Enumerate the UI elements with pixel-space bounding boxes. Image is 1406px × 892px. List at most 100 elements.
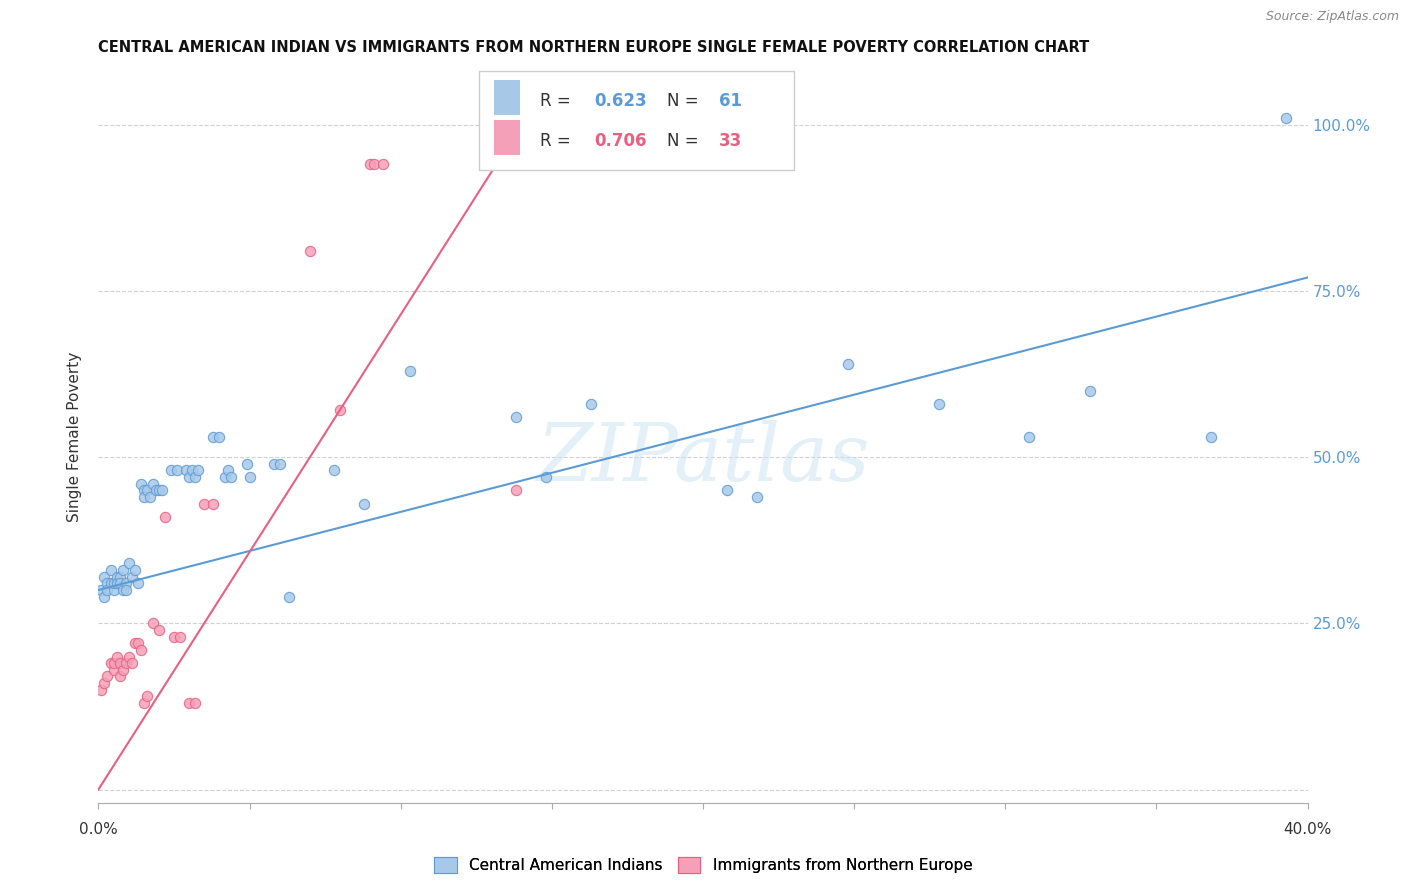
Point bbox=[135, 690, 157, 704]
Point bbox=[163, 630, 186, 644]
Point bbox=[329, 403, 352, 417]
Point bbox=[103, 582, 125, 597]
Point bbox=[202, 430, 225, 444]
Point bbox=[105, 649, 128, 664]
Point bbox=[100, 563, 122, 577]
Point bbox=[747, 490, 769, 504]
Point bbox=[214, 470, 236, 484]
Point bbox=[132, 696, 155, 710]
Text: CENTRAL AMERICAN INDIAN VS IMMIGRANTS FROM NORTHERN EUROPE SINGLE FEMALE POVERTY: CENTRAL AMERICAN INDIAN VS IMMIGRANTS FR… bbox=[98, 40, 1090, 55]
Point bbox=[121, 656, 143, 670]
Point bbox=[153, 509, 176, 524]
Point bbox=[181, 463, 204, 477]
Text: ZIPatlas: ZIPatlas bbox=[536, 420, 870, 498]
FancyBboxPatch shape bbox=[479, 71, 793, 170]
Point bbox=[105, 570, 128, 584]
Point bbox=[96, 669, 118, 683]
Point bbox=[505, 483, 527, 498]
Point bbox=[160, 463, 183, 477]
Text: 61: 61 bbox=[718, 92, 742, 110]
Point bbox=[100, 656, 122, 670]
Text: R =: R = bbox=[540, 92, 576, 110]
Point bbox=[108, 570, 131, 584]
Point bbox=[323, 463, 346, 477]
Point bbox=[129, 476, 152, 491]
Point bbox=[132, 490, 155, 504]
Point bbox=[150, 483, 173, 498]
Point bbox=[111, 563, 134, 577]
Point bbox=[96, 582, 118, 597]
Point bbox=[716, 483, 738, 498]
Point bbox=[100, 576, 122, 591]
Point bbox=[217, 463, 239, 477]
Point bbox=[208, 430, 231, 444]
Text: N =: N = bbox=[666, 92, 703, 110]
Point bbox=[184, 470, 207, 484]
Point bbox=[114, 582, 136, 597]
Point bbox=[148, 623, 170, 637]
Point bbox=[108, 669, 131, 683]
Point bbox=[174, 463, 197, 477]
Point bbox=[142, 616, 165, 631]
Point bbox=[105, 576, 128, 591]
Text: Source: ZipAtlas.com: Source: ZipAtlas.com bbox=[1265, 10, 1399, 22]
Point bbox=[90, 582, 112, 597]
Point bbox=[118, 649, 141, 664]
Point bbox=[179, 470, 201, 484]
Text: 0.706: 0.706 bbox=[595, 132, 647, 150]
Point bbox=[139, 490, 162, 504]
Point bbox=[127, 636, 149, 650]
Point bbox=[353, 497, 375, 511]
Point bbox=[142, 476, 165, 491]
Point bbox=[277, 590, 299, 604]
Text: 33: 33 bbox=[718, 132, 742, 150]
Point bbox=[124, 563, 146, 577]
Point bbox=[928, 397, 950, 411]
Point bbox=[221, 470, 243, 484]
Point bbox=[235, 457, 257, 471]
Point bbox=[505, 410, 527, 425]
Point bbox=[103, 656, 125, 670]
Y-axis label: Single Female Poverty: Single Female Poverty bbox=[67, 352, 83, 522]
Point bbox=[579, 397, 602, 411]
Point bbox=[103, 576, 125, 591]
Point bbox=[108, 576, 131, 591]
Point bbox=[169, 630, 191, 644]
Point bbox=[118, 557, 141, 571]
Point bbox=[145, 483, 167, 498]
Point bbox=[363, 157, 385, 171]
Point bbox=[1078, 384, 1101, 398]
Legend: Central American Indians, Immigrants from Northern Europe: Central American Indians, Immigrants fro… bbox=[427, 851, 979, 880]
Point bbox=[132, 483, 155, 498]
Point bbox=[129, 643, 152, 657]
Point bbox=[135, 483, 157, 498]
Point bbox=[111, 582, 134, 597]
Text: N =: N = bbox=[666, 132, 703, 150]
Text: 0.0%: 0.0% bbox=[79, 822, 118, 837]
Point bbox=[202, 497, 225, 511]
Text: 40.0%: 40.0% bbox=[1284, 822, 1331, 837]
Point bbox=[96, 576, 118, 591]
FancyBboxPatch shape bbox=[494, 79, 520, 115]
Point bbox=[124, 636, 146, 650]
Point bbox=[360, 157, 382, 171]
Point bbox=[269, 457, 291, 471]
Point bbox=[121, 570, 143, 584]
Point bbox=[148, 483, 170, 498]
Point bbox=[193, 497, 215, 511]
Point bbox=[1275, 111, 1298, 125]
Point bbox=[90, 682, 112, 697]
Point bbox=[127, 576, 149, 591]
Point bbox=[111, 663, 134, 677]
Point bbox=[166, 463, 188, 477]
Point bbox=[299, 244, 322, 258]
Point bbox=[1199, 430, 1222, 444]
Point bbox=[263, 457, 285, 471]
Point bbox=[837, 357, 859, 371]
Text: 0.623: 0.623 bbox=[595, 92, 647, 110]
Point bbox=[1018, 430, 1040, 444]
Point bbox=[103, 663, 125, 677]
Point bbox=[93, 676, 115, 690]
FancyBboxPatch shape bbox=[494, 120, 520, 155]
Point bbox=[534, 470, 557, 484]
